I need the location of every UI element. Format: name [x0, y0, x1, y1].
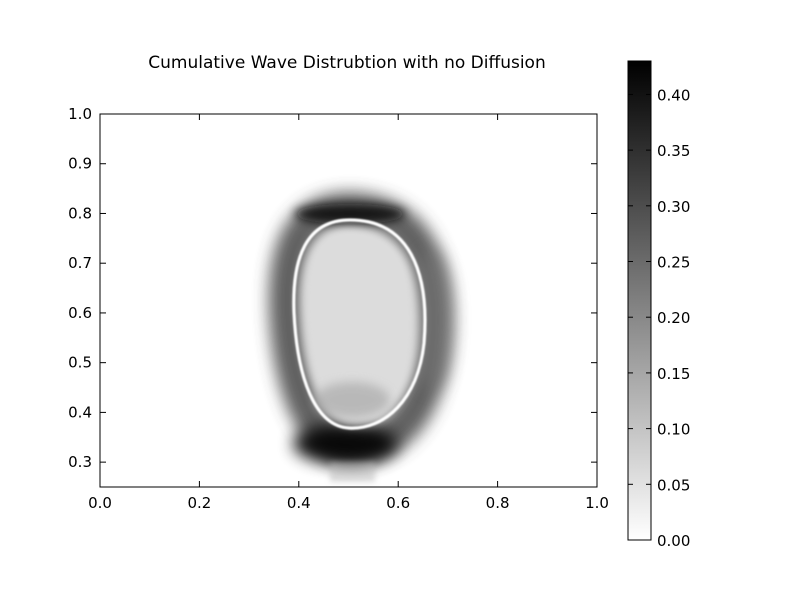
- x-tick-label: 0.4: [287, 494, 311, 512]
- y-tick-label: 0.8: [68, 204, 92, 222]
- colorbar-tick-label: 0.30: [657, 198, 690, 216]
- heatmap-field: [268, 191, 454, 482]
- colorbar-ticks: 0.00 0.05 0.10 0.15 0.20 0.25 0.30 0.35 0.40: [628, 86, 690, 550]
- x-tick-label: 0.0: [88, 494, 112, 512]
- colorbar-tick-label: 0.35: [657, 142, 690, 160]
- x-tick-label: 1.0: [585, 494, 609, 512]
- y-tick-label: 0.5: [68, 354, 92, 372]
- y-tick-label: 0.3: [68, 453, 92, 471]
- y-tick-label: 0.4: [68, 403, 92, 421]
- colorbar-tick-label: 0.10: [657, 421, 690, 439]
- heatmap-inner-white-line: [292, 218, 427, 430]
- heatmap-interior-shade: [314, 382, 390, 418]
- heatmap-bottom-streak: [330, 462, 375, 482]
- colorbar-tick-label: 0.40: [657, 86, 690, 104]
- y-tick-label: 1.0: [68, 105, 92, 123]
- heatmap-bottom-peak: [293, 424, 397, 464]
- colorbar-tick-label: 0.00: [657, 532, 690, 550]
- heatmap-top-peak: [295, 204, 405, 224]
- x-tick-label: 0.8: [486, 494, 510, 512]
- y-axis: 0.3 0.4 0.5 0.6 0.7 0.8 0.9 1.0: [68, 105, 597, 471]
- y-tick-label: 0.9: [68, 155, 92, 173]
- y-tick-label: 0.6: [68, 304, 92, 322]
- plot-frame: [99, 113, 598, 488]
- colorbar-tick-label: 0.15: [657, 365, 690, 383]
- chart-title: Cumulative Wave Distrubtion with no Diff…: [148, 53, 545, 73]
- colorbar-tick-label: 0.05: [657, 476, 690, 494]
- x-tick-label: 0.2: [187, 494, 211, 512]
- y-tick-label: 0.7: [68, 254, 92, 272]
- plot-area: 0.0 0.2 0.4 0.6 0.8 1.0 0.3 0.4 0.5 0.6 0.7 0.8 0.9…: [68, 105, 609, 512]
- heatmap-interior: [301, 228, 418, 424]
- colorbar: 0.00 0.05 0.10 0.15 0.20 0.25 0.30 0.35 0.40: [627, 60, 690, 550]
- x-axis: 0.0 0.2 0.4 0.6 0.8 1.0: [88, 114, 609, 512]
- x-tick-label: 0.6: [386, 494, 410, 512]
- colorbar-gradient: [627, 60, 652, 541]
- colorbar-tick-label: 0.20: [657, 309, 690, 327]
- colorbar-tick-label: 0.25: [657, 254, 690, 272]
